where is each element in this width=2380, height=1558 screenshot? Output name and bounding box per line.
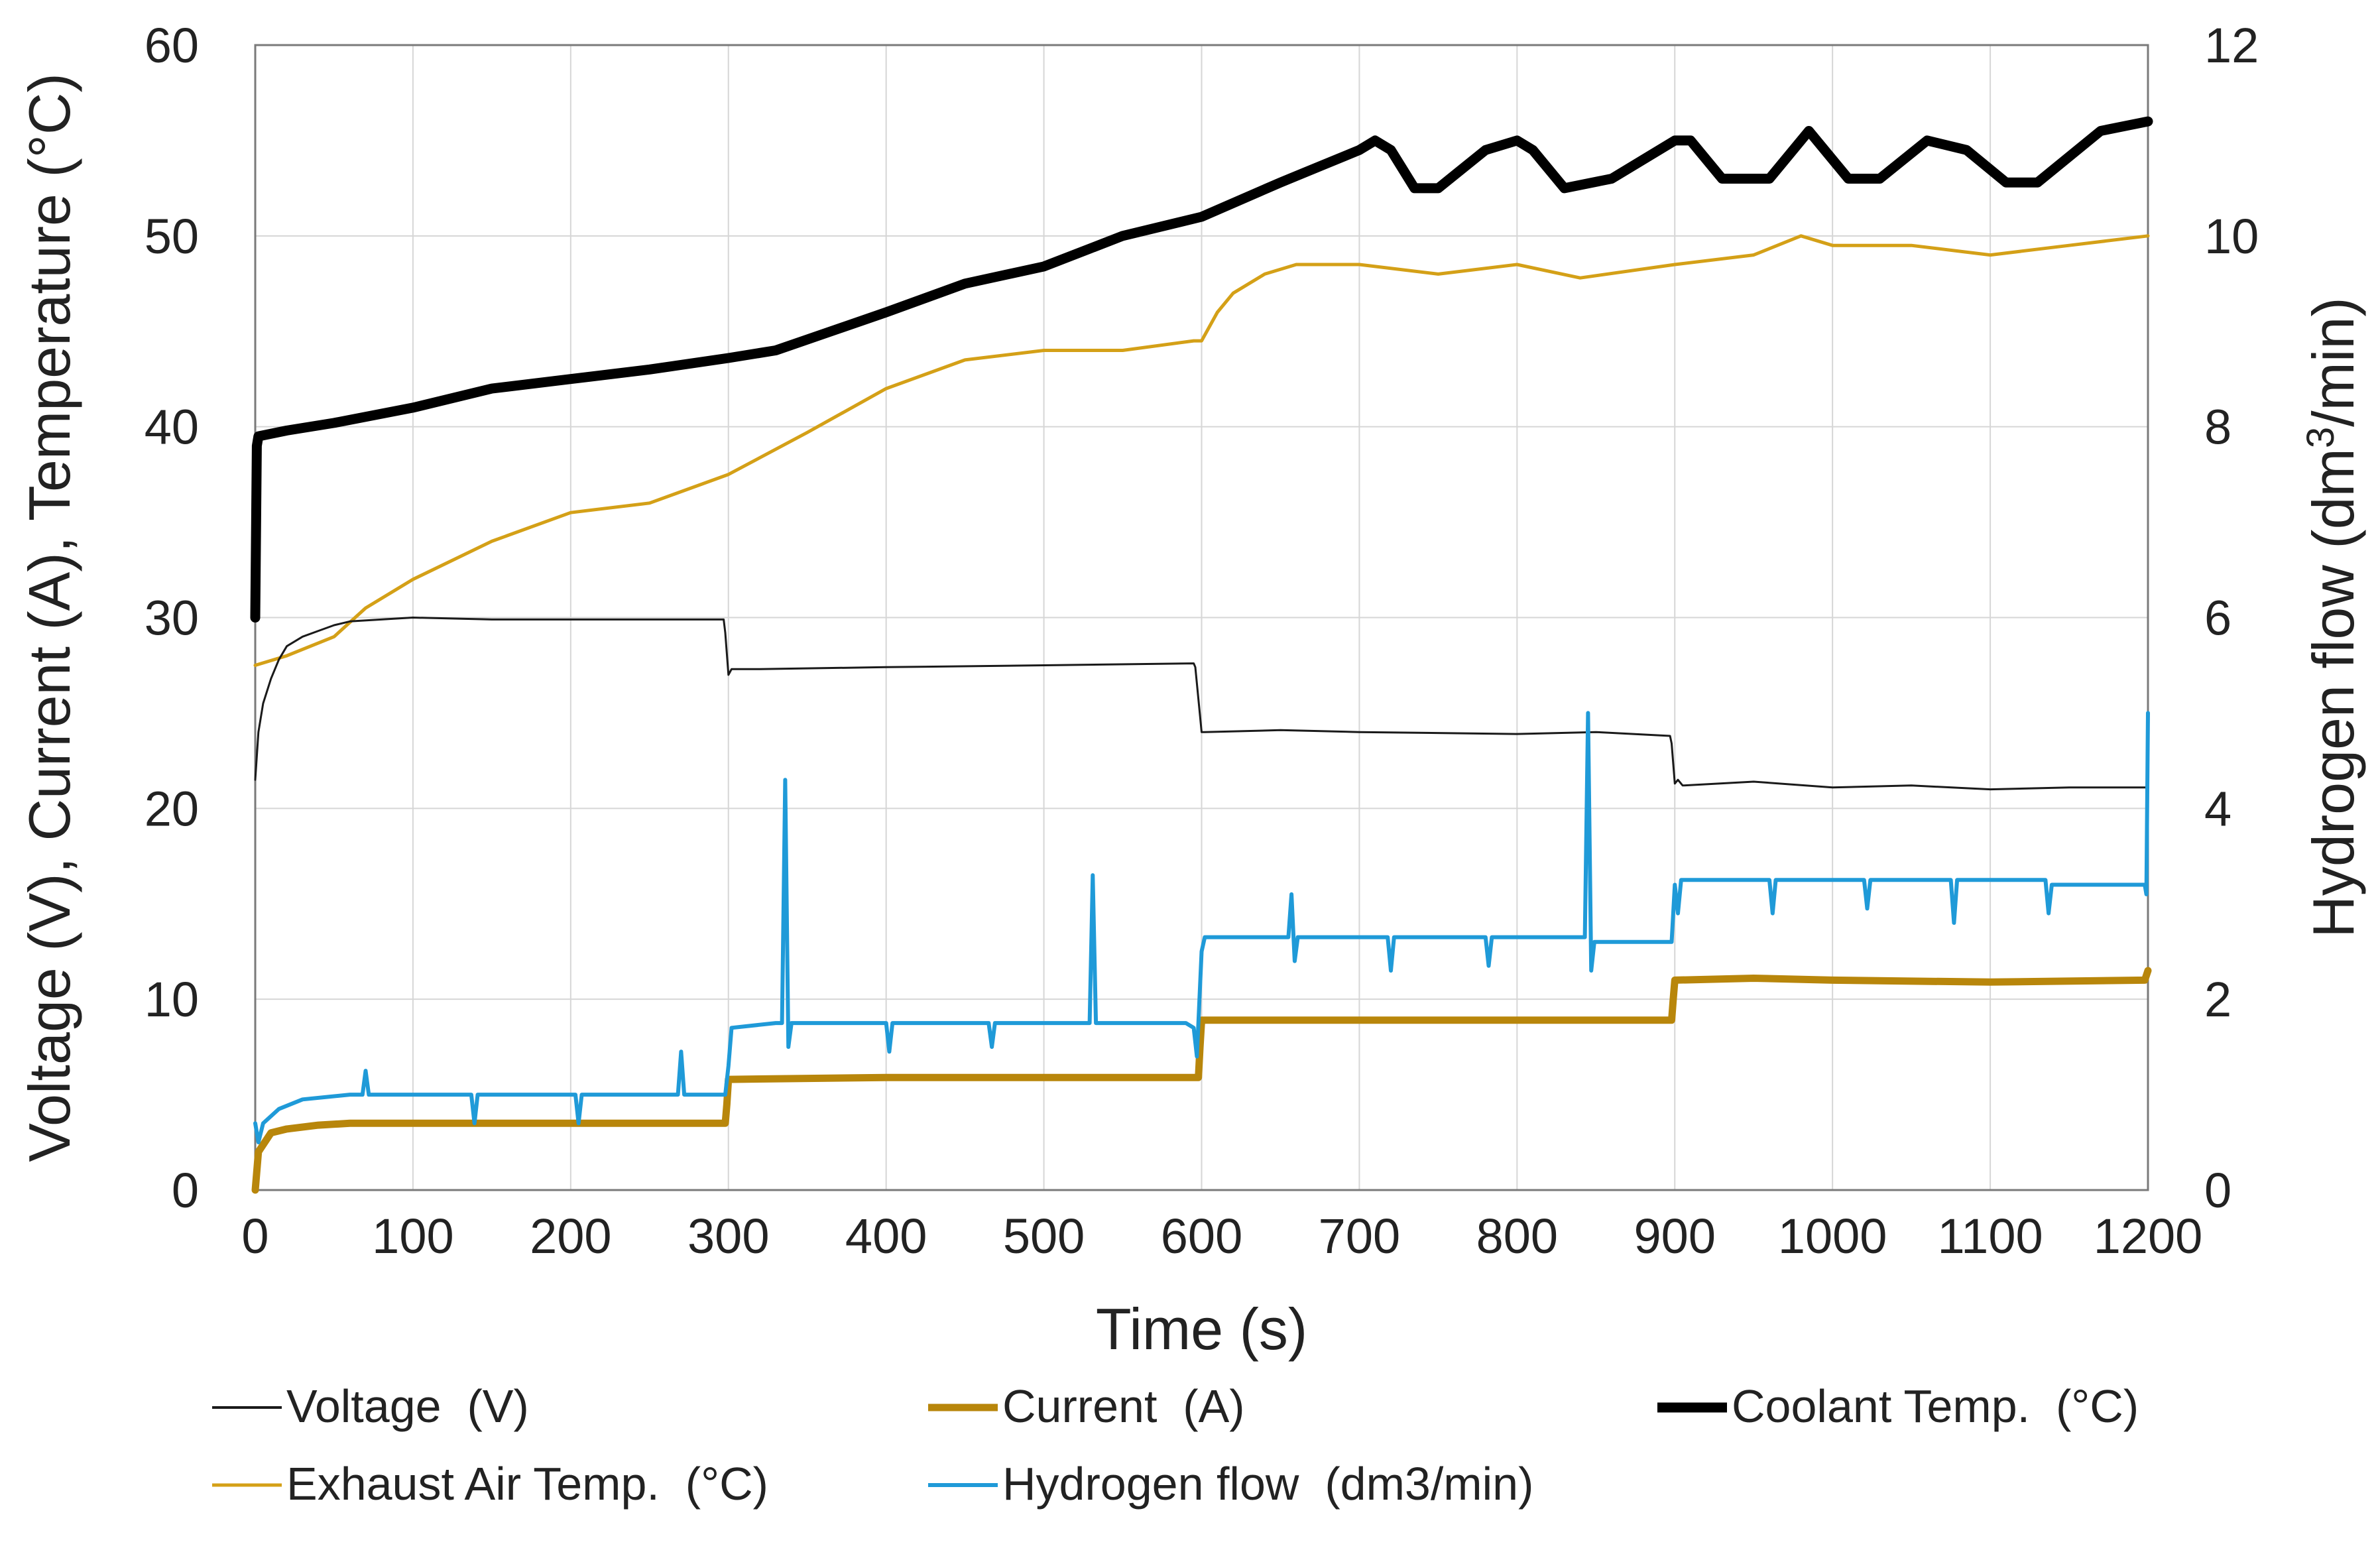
y2-axis-title: Hydrogen flow (dm3/min) [2299,297,2366,937]
legend-item-hydrogen-flow: Hydrogen flow (dm3/min) [928,1458,1533,1510]
y-tick-label: 30 [145,591,199,646]
x-tick-label: 0 [241,1209,268,1264]
legend-item-coolant-temp: Coolant Temp. (°C) [1657,1380,2139,1432]
series-voltage-line [254,617,2149,791]
legend-label: Current (A) [1002,1380,1245,1432]
x-tick-label: 600 [1161,1209,1242,1264]
x-tick-label: 1000 [1778,1209,1887,1264]
y-tick-label: 60 [145,18,199,73]
y2-tick-label: 10 [2204,209,2259,264]
legend-label: Exhaust Air Temp. (°C) [286,1458,768,1510]
x-tick-label: 900 [1634,1209,1716,1264]
x-tick-label: 100 [372,1209,453,1264]
series-layer [250,116,2153,1194]
y-axis-title: Voltage (V), Current (A), Temperature (°… [17,73,82,1162]
x-axis-ticks: 0 100 200 300 400 500 600 700 800 900 1000 1100 1200 [241,1209,2202,1264]
x-tick-label: 400 [845,1209,927,1264]
legend-label: Coolant Temp. (°C) [1732,1380,2139,1432]
y2-tick-label: 12 [2204,18,2259,73]
y2-axis-title-superscript: 3 [2299,427,2342,448]
series-coolant-temp-line [250,116,2153,623]
y2-axis-title-prefix: Hydrogen flow (dm [2300,448,2366,938]
x-tick-label: 700 [1319,1209,1400,1264]
y2-axis-title-suffix: /min) [2300,297,2366,427]
legend-label: Hydrogen flow (dm3/min) [1002,1458,1533,1510]
y2-axis-ticks: 0 2 4 6 8 10 12 [2204,18,2259,1218]
legend-item-current: Current (A) [928,1380,1245,1432]
y2-tick-label: 2 [2204,972,2231,1027]
y-tick-label: 0 [172,1163,199,1218]
series-exhaust-air-temp-line [253,234,2150,667]
y2-tick-label: 8 [2204,400,2231,455]
legend-item-voltage: Voltage (V) [212,1380,529,1432]
legend: Voltage (V) Current (A) Coolant Temp. (°C)… [212,1380,2139,1510]
legend-item-exhaust-air-temp: Exhaust Air Temp. (°C) [212,1458,768,1510]
x-axis-title: Time (s) [1096,1296,1307,1362]
legend-label: Voltage (V) [286,1380,529,1432]
x-tick-label: 200 [530,1209,611,1264]
series-hydrogen-flow-line [253,711,2150,1144]
x-tick-label: 800 [1476,1209,1558,1264]
y-tick-label: 40 [145,400,199,455]
x-tick-label: 500 [1003,1209,1085,1264]
y-tick-label: 10 [145,972,199,1027]
y2-tick-label: 4 [2204,781,2231,836]
x-tick-label: 1100 [1938,1209,2043,1264]
y2-tick-label: 6 [2204,591,2231,646]
x-tick-label: 300 [687,1209,769,1264]
y-axis-ticks: 0 10 20 30 40 50 60 [145,18,199,1218]
series-current-line [251,967,2152,1194]
y-tick-label: 50 [145,209,199,264]
y-tick-label: 20 [145,781,199,836]
x-tick-label: 1200 [2094,1209,2203,1264]
y2-tick-label: 0 [2204,1163,2231,1218]
